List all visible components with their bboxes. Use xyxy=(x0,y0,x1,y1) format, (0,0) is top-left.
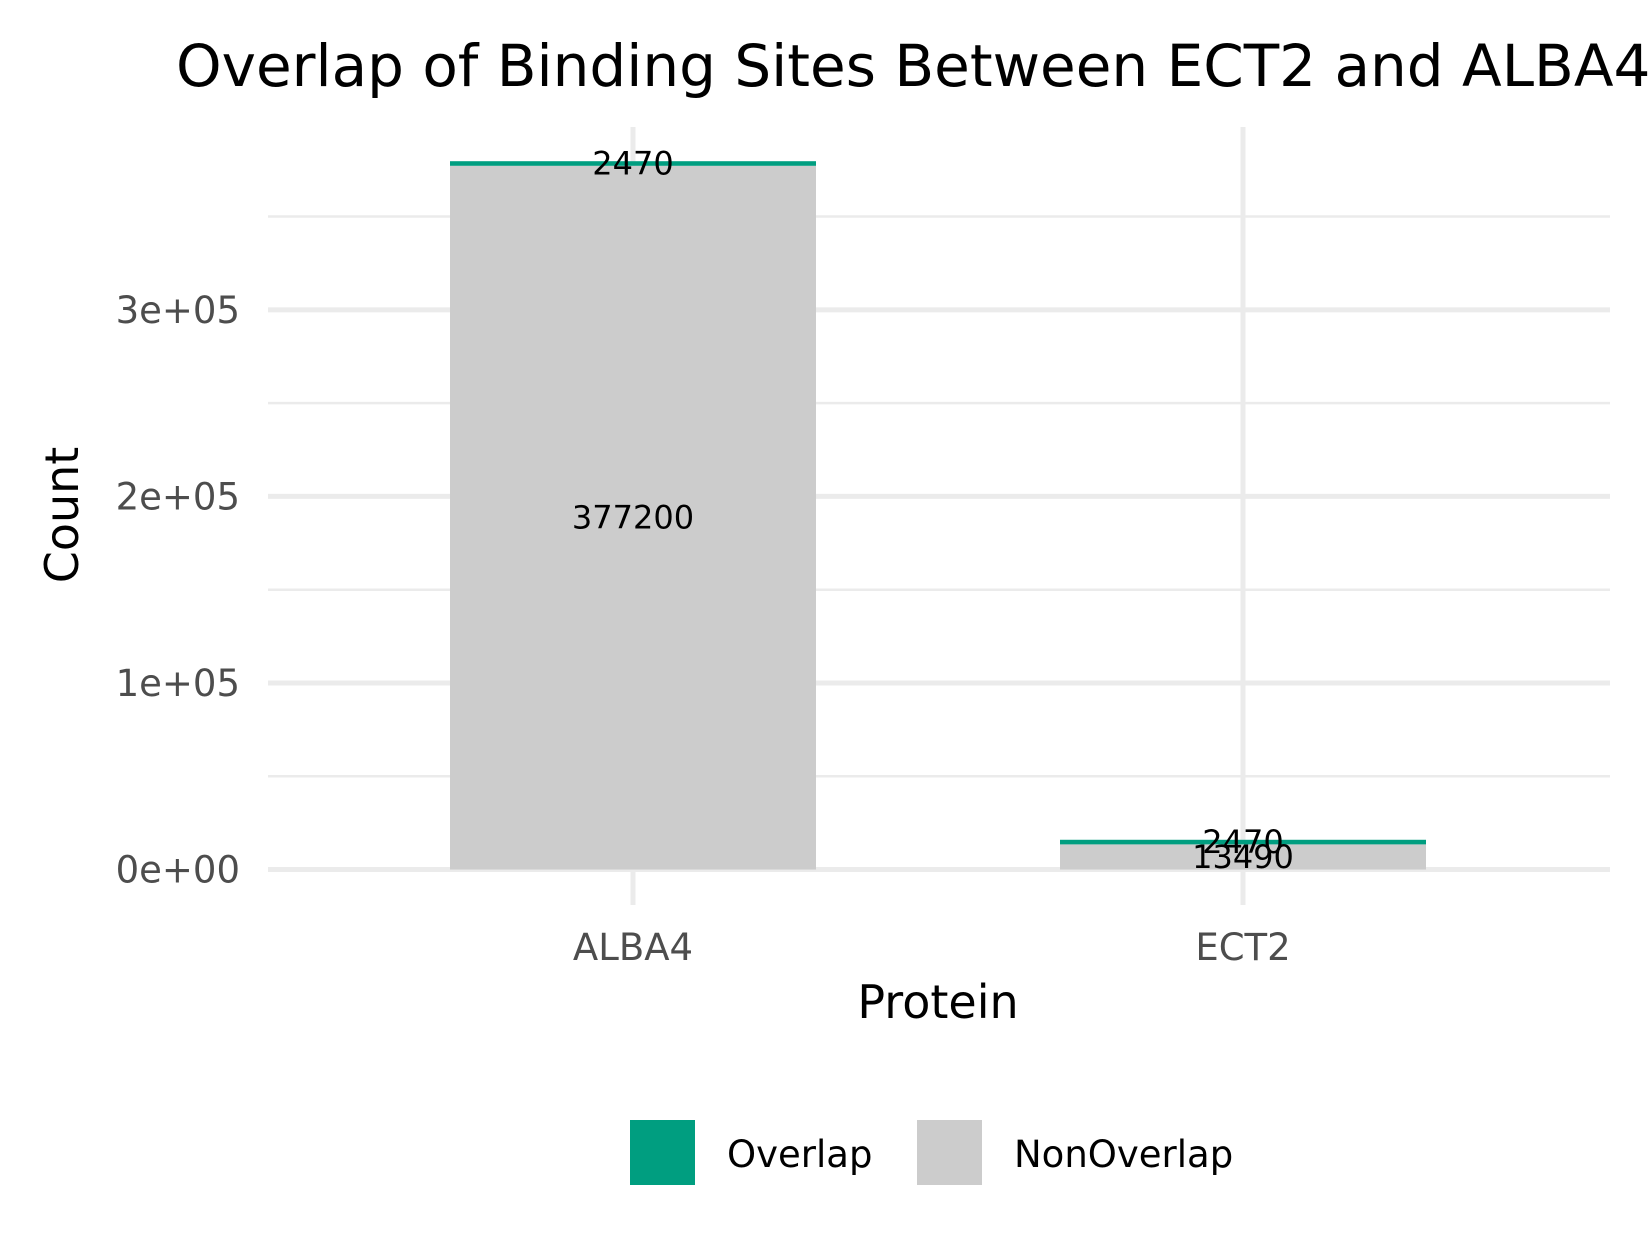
chart-title: Overlap of Binding Sites Between ECT2 an… xyxy=(176,32,1650,100)
y-tick-label: 2e+05 xyxy=(116,475,240,518)
x-tick-label-ect2: ECT2 xyxy=(1195,926,1290,969)
y-tick-label: 1e+05 xyxy=(116,662,240,705)
axes: 0e+00 1e+05 2e+05 3e+05 ALBA4 ECT2 xyxy=(116,289,1291,969)
bar-overlap-alba4 xyxy=(450,161,816,166)
legend-label-nonoverlap: NonOverlap xyxy=(1014,1133,1233,1176)
legend: Overlap NonOverlap xyxy=(630,1120,1233,1185)
legend-label-overlap: Overlap xyxy=(727,1133,872,1176)
x-tick-label-alba4: ALBA4 xyxy=(573,926,693,969)
bar-nonoverlap-ect2 xyxy=(1060,844,1426,870)
bar-nonoverlap-alba4 xyxy=(450,165,816,870)
bars xyxy=(450,161,1426,870)
data-label-nonoverlap-alba4: 377200 xyxy=(572,499,694,537)
y-axis-title: Count xyxy=(35,447,89,584)
y-tick-label: 3e+05 xyxy=(116,289,240,332)
x-axis-title: Protein xyxy=(857,975,1018,1029)
data-label-overlap-alba4: 2470 xyxy=(592,145,673,183)
legend-swatch-nonoverlap xyxy=(917,1120,982,1185)
y-tick-label: 0e+00 xyxy=(116,849,240,892)
data-label-overlap-ect2: 2470 xyxy=(1202,823,1283,861)
bar-overlap-ect2 xyxy=(1060,839,1426,845)
legend-swatch-overlap xyxy=(630,1120,695,1185)
data-label-nonoverlap-ect2: 13490 xyxy=(1192,838,1294,876)
